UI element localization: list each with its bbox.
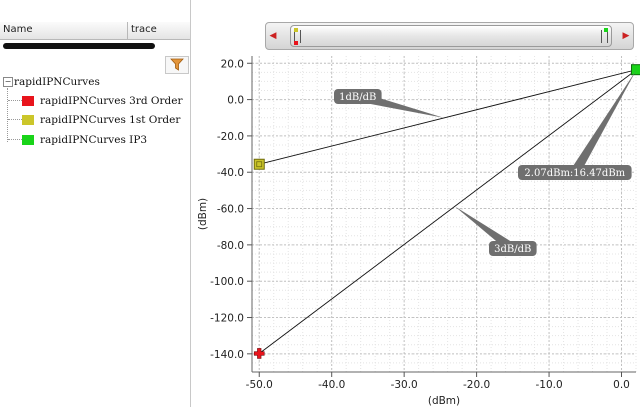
markers-layer [253, 64, 640, 359]
x-tick-label: -40.0 [318, 379, 345, 391]
x-tick-label: 0.0 [613, 379, 630, 391]
series-layer [258, 69, 637, 354]
callout-pointer [454, 206, 516, 253]
x-axis-title: (dBm) [428, 395, 460, 407]
y-tick-label: -20.0 [217, 131, 244, 143]
slider-thumb[interactable] [290, 25, 612, 47]
trace-color-swatch [22, 96, 34, 106]
tree-connector [7, 88, 9, 142]
y-axis-title: (dBm) [197, 198, 209, 230]
series-line [258, 69, 637, 354]
right-grip-handle[interactable] [601, 30, 608, 43]
trace-scrollbar[interactable] [3, 43, 155, 49]
column-separator[interactable] [127, 22, 128, 39]
collapse-icon[interactable]: − [3, 77, 13, 87]
y-tick-label: -80.0 [217, 240, 244, 252]
callout-text: 2.07dBm:16.47dBm [524, 168, 625, 179]
x-tick-label: -50.0 [246, 379, 273, 391]
x-tick-label: -30.0 [391, 379, 418, 391]
callout-text: 1dB/dB [339, 92, 376, 103]
tree-root-rapidipncurves[interactable]: − rapidIPNCurves [3, 76, 100, 88]
filter-icon [170, 58, 184, 71]
y-tick-label: -60.0 [217, 204, 244, 216]
tree-item-label: rapidIPNCurves 3rd Order [40, 95, 183, 107]
y-tick-label: 0.0 [227, 95, 244, 107]
y-tick-label: -140.0 [210, 349, 244, 361]
scroll-left-arrow-icon[interactable]: ◀ [269, 31, 277, 41]
trace-panel: Name trace − rapidIPNCurves rapidIPNCurve… [0, 0, 191, 407]
x-range-slider[interactable]: ◀ ▶ [265, 22, 634, 50]
scroll-right-arrow-icon[interactable]: ▶ [622, 31, 630, 41]
callout-ip3: 2.07dBm:16.47dBm [518, 69, 637, 180]
callout-box [518, 165, 632, 180]
tree-item-1st-order[interactable]: rapidIPNCurves 1st Order [8, 114, 180, 126]
callout-box [489, 241, 537, 256]
series-line [259, 69, 637, 165]
callouts-layer: 1dB/dB 3dB/dB 2.07dBm:16.47dBm [334, 69, 637, 256]
callout-pointer [570, 69, 637, 176]
tree-item-ip3[interactable]: rapidIPNCurves IP3 [8, 134, 147, 146]
callout-slope-3rd: 3dB/dB [454, 206, 537, 256]
tree-item-3rd-order[interactable]: rapidIPNCurves 3rd Order [8, 95, 183, 107]
callout-box [334, 89, 382, 104]
left-grip-handle[interactable] [294, 30, 301, 43]
ip3-marker [631, 64, 640, 76]
first-order-marker [253, 158, 265, 170]
trace-table-header: Name trace [0, 22, 190, 40]
trace-color-swatch [22, 115, 34, 125]
callout-text: 3dB/dB [494, 244, 531, 255]
filter-button[interactable] [165, 56, 189, 74]
tree-item-label: rapidIPNCurves 1st Order [40, 114, 181, 126]
callout-slope-1st: 1dB/dB [334, 89, 444, 118]
x-tick-label: -10.0 [535, 379, 562, 391]
tree-root-label: rapidIPNCurves [14, 76, 100, 88]
y-tick-label: -40.0 [217, 167, 244, 179]
x-tick-label: -20.0 [463, 379, 490, 391]
y-tick-label: -120.0 [210, 313, 244, 325]
trace-marker-icon [604, 28, 608, 32]
axes: -50.0 -40.0 -30.0 -20.0 -10.0 0.0 20.0 0.0 -20.0… [210, 56, 636, 391]
third-order-marker [253, 348, 265, 359]
column-header-trace[interactable]: trace [131, 24, 157, 35]
tree-item-label: rapidIPNCurves IP3 [40, 134, 148, 146]
column-header-name[interactable]: Name [3, 24, 33, 35]
first-order-marker-inner [256, 161, 263, 168]
y-tick-label: -100.0 [210, 276, 244, 288]
trace-marker-icon [294, 41, 298, 45]
y-tick-label: 20.0 [221, 58, 244, 70]
trace-color-swatch [22, 135, 34, 145]
trace-marker-icon [294, 28, 298, 32]
